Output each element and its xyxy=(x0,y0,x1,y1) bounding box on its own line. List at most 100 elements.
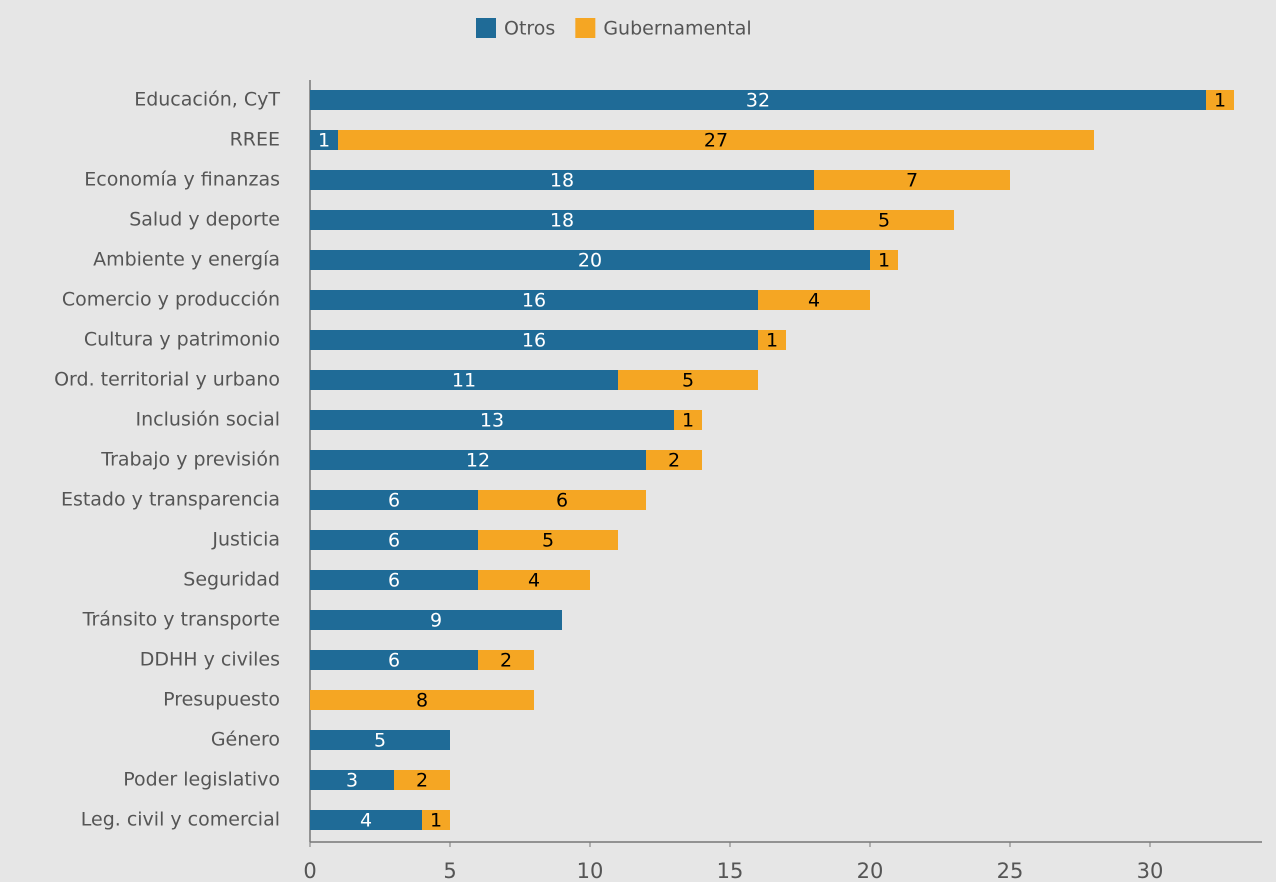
bar-segment xyxy=(758,330,786,350)
bar-segment xyxy=(310,770,394,790)
data-label: 6 xyxy=(388,530,400,552)
x-tick-label: 30 xyxy=(1137,859,1164,882)
legend-swatch xyxy=(575,18,596,38)
x-tick-label: 20 xyxy=(857,859,884,882)
legend-swatch xyxy=(476,18,496,38)
data-label: 6 xyxy=(388,650,400,672)
data-label: 1 xyxy=(878,250,890,272)
bar-segment xyxy=(310,570,478,590)
data-label: 1 xyxy=(766,330,778,352)
data-label: 13 xyxy=(480,410,504,432)
y-tick-label: Seguridad xyxy=(183,569,280,591)
data-label: 5 xyxy=(878,210,890,232)
y-tick-label: Educación, CyT xyxy=(134,89,280,111)
data-label: 2 xyxy=(416,770,428,792)
bar-segment xyxy=(618,370,758,390)
x-tick-label: 25 xyxy=(997,859,1024,882)
bar-segment xyxy=(310,130,338,150)
bar-segment xyxy=(310,610,562,630)
data-label: 18 xyxy=(550,210,574,232)
x-tick-label: 5 xyxy=(443,859,456,882)
bar-segment xyxy=(310,170,814,190)
bar-segment xyxy=(310,250,870,270)
legend-label: Gubernamental xyxy=(603,18,751,40)
y-tick-label: Justicia xyxy=(211,529,280,551)
data-label: 2 xyxy=(668,450,680,472)
bar-segment xyxy=(310,450,646,470)
bar-segment xyxy=(310,290,758,310)
bar-segment xyxy=(310,650,478,670)
data-label: 6 xyxy=(556,490,568,512)
bar-segment xyxy=(310,690,534,710)
data-label: 3 xyxy=(346,770,358,792)
bar-segment xyxy=(338,130,1094,150)
y-tick-label: Cultura y patrimonio xyxy=(84,329,280,351)
data-label: 20 xyxy=(578,250,602,272)
y-tick-label: RREE xyxy=(230,129,280,151)
y-tick-label: Ord. territorial y urbano xyxy=(54,369,280,391)
data-label: 6 xyxy=(388,490,400,512)
bar-segment xyxy=(674,410,702,430)
data-label: 9 xyxy=(430,610,442,632)
bar-segment xyxy=(646,450,702,470)
data-label: 5 xyxy=(682,370,694,392)
data-label: 11 xyxy=(452,370,476,392)
bar-segment xyxy=(310,810,422,830)
data-label: 1 xyxy=(682,410,694,432)
data-label: 4 xyxy=(360,810,372,832)
y-tick-label: Ambiente y energía xyxy=(93,249,280,271)
bar-segment xyxy=(310,490,478,510)
bar-segment xyxy=(478,650,534,670)
y-tick-label: Economía y finanzas xyxy=(84,169,280,191)
data-label: 6 xyxy=(388,570,400,592)
data-label: 18 xyxy=(550,170,574,192)
y-tick-label: Tránsito y transporte xyxy=(82,609,280,631)
bar-segment xyxy=(310,370,618,390)
bar-segment xyxy=(394,770,450,790)
legend-label: Otros xyxy=(504,18,555,40)
x-tick-label: 10 xyxy=(577,859,604,882)
data-label: 5 xyxy=(542,530,554,552)
y-tick-label: Presupuesto xyxy=(163,689,280,711)
data-label: 4 xyxy=(528,570,540,592)
bar-segment xyxy=(422,810,450,830)
bar-segment xyxy=(870,250,898,270)
y-tick-label: DDHH y civiles xyxy=(140,649,280,671)
y-tick-label: Género xyxy=(211,729,280,751)
bar-segment xyxy=(310,530,478,550)
y-tick-label: Salud y deporte xyxy=(129,209,280,231)
data-label: 12 xyxy=(466,450,490,472)
bar-segment xyxy=(814,170,1010,190)
y-tick-label: Estado y transparencia xyxy=(61,489,280,511)
data-label: 2 xyxy=(500,650,512,672)
data-label: 1 xyxy=(318,130,330,152)
data-label: 1 xyxy=(430,810,442,832)
y-tick-label: Inclusión social xyxy=(136,409,280,431)
data-label: 16 xyxy=(522,290,546,312)
bar-segment xyxy=(478,570,590,590)
data-label: 7 xyxy=(906,170,918,192)
x-tick-label: 0 xyxy=(303,859,316,882)
y-tick-label: Trabajo y previsión xyxy=(100,449,280,471)
bar-segment xyxy=(478,530,618,550)
data-label: 8 xyxy=(416,690,428,712)
bar-segment xyxy=(310,410,674,430)
data-label: 32 xyxy=(746,90,770,112)
x-tick-label: 15 xyxy=(717,859,744,882)
data-label: 1 xyxy=(1214,90,1226,112)
data-label: 16 xyxy=(522,330,546,352)
bar-segment xyxy=(758,290,870,310)
bar-segment xyxy=(478,490,646,510)
data-label: 4 xyxy=(808,290,820,312)
y-tick-label: Comercio y producción xyxy=(62,289,280,311)
bar-segment xyxy=(310,330,758,350)
bar-segment xyxy=(1206,90,1234,110)
bar-segment xyxy=(310,730,450,750)
y-tick-label: Leg. civil y comercial xyxy=(81,809,280,831)
y-tick-label: Poder legislativo xyxy=(123,769,280,791)
bar-segment xyxy=(310,210,814,230)
bar-segment xyxy=(310,90,1206,110)
data-label: 27 xyxy=(704,130,728,152)
data-label: 5 xyxy=(374,730,386,752)
